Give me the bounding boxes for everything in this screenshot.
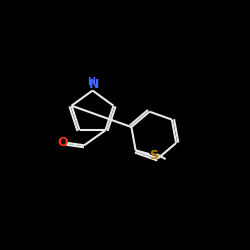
- Text: S: S: [150, 149, 158, 162]
- Text: O: O: [58, 136, 68, 149]
- Text: H: H: [87, 77, 95, 87]
- Text: N: N: [88, 78, 99, 92]
